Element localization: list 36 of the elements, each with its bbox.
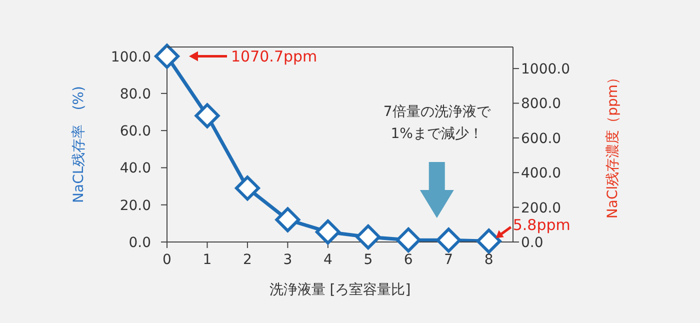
- x-tick-label: 4: [323, 252, 332, 268]
- y-tick-label: 60.0: [120, 124, 151, 140]
- x-tick-label: 8: [484, 252, 494, 268]
- point: [234, 176, 260, 201]
- annotation: 7倍量の洗浄液で 1%まで減少！: [383, 104, 492, 142]
- y2-tick-label: 600.0: [521, 130, 562, 147]
- y2-tick-label: 200.0: [521, 200, 562, 216]
- y-axis-title: NaCL残存率 (%): [70, 86, 87, 203]
- annotation: 1070.7ppm: [231, 47, 318, 66]
- y-tick-label: 0.0: [128, 234, 151, 251]
- point: [356, 224, 381, 250]
- y2-tick-label: 800.0: [521, 96, 562, 112]
- y2-axis-title: NaCl残存濃度（ppm）: [604, 70, 621, 219]
- point: [396, 227, 421, 252]
- x-axis-title: 洗浄液量 [ろ室容量比]: [269, 282, 411, 298]
- x-tick-label: 1: [202, 252, 212, 268]
- annotation: 5.8ppm: [512, 216, 570, 234]
- x-tick-label: 3: [283, 252, 292, 268]
- x-tick-label: 7: [444, 252, 454, 268]
- y-tick-label: 20.0: [120, 198, 151, 214]
- x-tick-label: 5: [364, 252, 373, 268]
- point: [275, 207, 300, 232]
- y2-tick-label: 0.0: [521, 234, 544, 251]
- x-tick-label: 6: [404, 252, 413, 268]
- point: [436, 228, 462, 253]
- y2-tick-label: 400.0: [521, 166, 562, 182]
- y-tick-label: 40.0: [120, 160, 151, 177]
- y2-tick-label: 1000.0: [521, 62, 570, 78]
- point: [154, 44, 180, 69]
- point: [476, 228, 502, 254]
- y-tick-label: 100.0: [110, 49, 151, 66]
- point: [194, 103, 220, 128]
- point: [315, 219, 340, 244]
- x-tick-label: 0: [162, 252, 172, 268]
- y-tick-label: 80.0: [120, 86, 151, 102]
- x-tick-label: 2: [243, 252, 252, 268]
